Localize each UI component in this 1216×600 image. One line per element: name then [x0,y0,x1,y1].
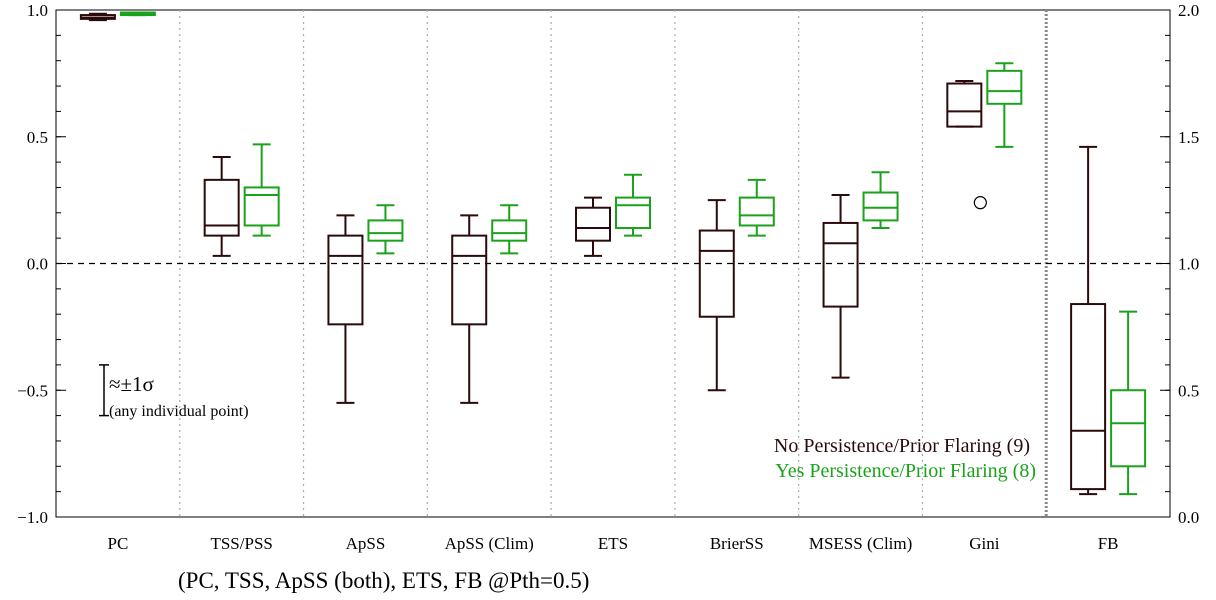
y-tick-label: 0.0 [27,255,48,274]
iqr-box [986,69,1023,105]
category-label: MSESS (Clim) [809,534,912,553]
box-no-6 [822,194,859,379]
iqr-box [946,82,983,128]
y-tick-label: 1.0 [27,1,48,20]
box-no-5 [698,199,735,392]
iqr-box [327,234,364,326]
y2-tick-label: 2.0 [1178,1,1199,20]
box-no-7 [946,79,987,210]
iqr-box [203,178,240,237]
iqr-box [862,191,899,222]
y-tick-label: 0.5 [27,128,48,147]
sigma-label: ≈±1σ [109,372,154,396]
iqr-box [451,234,488,326]
iqr-box [367,219,404,242]
iqr-box [243,186,280,227]
box-no-4 [575,196,611,257]
box-yes-7 [986,62,1023,148]
box-no-2 [327,214,364,404]
category-label: ApSS (Clim) [445,534,534,553]
box-yes-3 [491,204,528,255]
iqr-box [575,206,611,242]
y2-tick-label: 1.0 [1178,255,1199,274]
iqr-box [1110,389,1147,468]
category-label: ApSS [346,534,386,553]
category-label: TSS/PSS [210,534,272,553]
box-no-3 [451,214,488,404]
legend-entry-yes: Yes Persistence/Prior Flaring (8) [775,460,1036,482]
category-label: BrierSS [710,534,764,553]
box-no-0 [79,12,116,22]
legend-entry-no: No Persistence/Prior Flaring (9) [774,435,1030,457]
iqr-box [491,219,528,242]
box-yes-8 [1110,310,1147,496]
box-no-8 [1070,145,1107,496]
outlier-point [973,196,987,210]
category-label: ETS [598,534,628,553]
iqr-box [1070,303,1107,491]
iqr-box [738,196,775,227]
iqr-box [698,229,735,318]
y-tick-label: −1.0 [17,508,48,527]
box-yes-2 [367,204,404,255]
category-label: PC [107,534,128,553]
box-yes-4 [615,173,651,237]
box-no-1 [203,156,240,257]
sigma-sub-label: (any individual point) [109,403,249,420]
iqr-box [822,221,859,308]
box-yes-6 [862,171,899,230]
y2-tick-label: 0.5 [1178,381,1199,400]
box-yes-0 [119,11,156,17]
y2-tick-label: 0.0 [1178,508,1199,527]
box-yes-5 [738,178,775,237]
y2-tick-label: 1.5 [1178,128,1199,147]
box-yes-1 [243,143,280,237]
legend: No Persistence/Prior Flaring (9) Yes Per… [774,435,1036,482]
iqr-box [615,196,651,230]
sigma-annotation: ≈±1σ (any individual point) [99,364,249,420]
category-label: FB [1098,534,1119,553]
category-label: Gini [969,534,1000,553]
footnote: (PC, TSS, ApSS (both), ETS, FB @Pth=0.5) [178,568,589,593]
y-tick-label: −0.5 [17,381,48,400]
